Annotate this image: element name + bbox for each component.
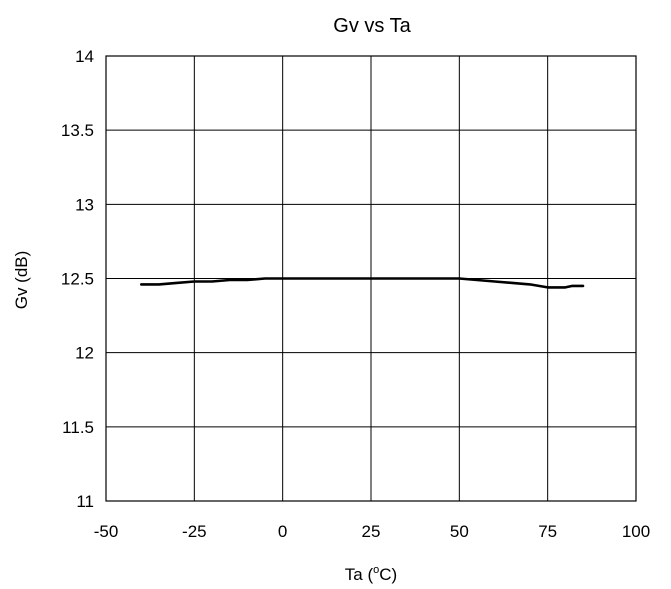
y-tick-label: 14: [75, 47, 94, 66]
x-axis-label-degree: o: [373, 564, 379, 576]
y-axis-label: Gv (dB): [12, 251, 31, 310]
x-tick-label: 100: [622, 522, 650, 541]
y-tick-label: 12.5: [61, 270, 94, 289]
x-tick-label: 25: [362, 522, 381, 541]
y-tick-label: 11.5: [62, 418, 94, 437]
plot-frame: [105, 55, 637, 502]
y-tick-label: 13: [75, 195, 94, 214]
x-tick-label: 50: [450, 522, 469, 541]
x-axis-label-prefix: Ta (: [345, 565, 374, 584]
y-tick-label: 11: [76, 492, 94, 511]
y-tick-label: 13.5: [61, 121, 94, 140]
series-line-gv: [140, 277, 585, 289]
y-tick-label: 12: [75, 344, 94, 363]
series-points: [141, 278, 584, 288]
chart-title: Gv vs Ta: [333, 15, 411, 37]
x-axis-label-suffix: C): [379, 565, 397, 584]
x-tick-label: 0: [278, 522, 287, 541]
x-axis-label: Ta (oC): [345, 564, 397, 584]
y-tick-labels: 11 11.5 12 12.5 13 13.5 14: [61, 47, 94, 511]
x-tick-label: 75: [538, 522, 557, 541]
x-tick-label: -50: [94, 522, 119, 541]
x-tick-labels: -50 -25 0 25 50 75 100: [94, 522, 650, 541]
x-tick-label: -25: [182, 522, 207, 541]
